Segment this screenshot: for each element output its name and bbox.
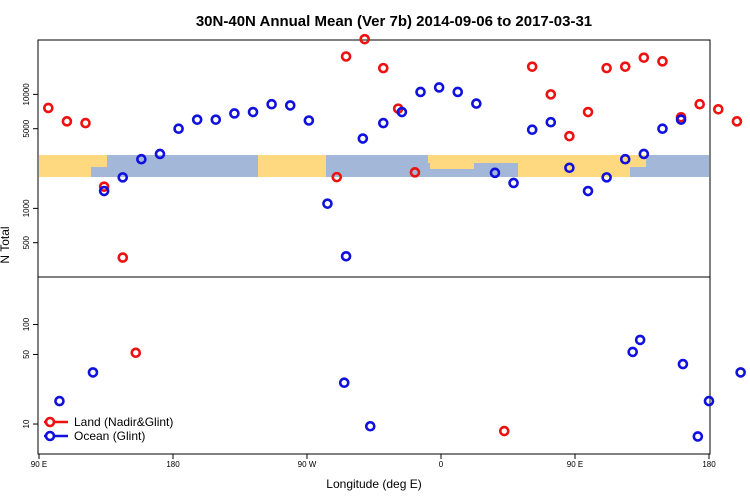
top-ocean-point xyxy=(526,124,538,135)
top-panel-points xyxy=(43,33,743,263)
top-ocean-point xyxy=(154,148,166,160)
top-land-point xyxy=(359,33,370,45)
chart-title: 30N-40N Annual Mean (Ver 7b) 2014-09-06 … xyxy=(196,13,592,30)
top-land-point xyxy=(80,117,91,129)
x-tick-label: 180 xyxy=(166,460,180,469)
land-band-mediterranean xyxy=(430,163,474,169)
bottom-ocean-point xyxy=(627,346,638,358)
bottom-ocean-point xyxy=(677,358,689,370)
top-y-tick-label: 1000 xyxy=(22,199,31,217)
top-ocean-point xyxy=(452,86,464,98)
legend-ocean-marker xyxy=(44,430,56,442)
top-ocean-point xyxy=(489,167,501,179)
land-band-north-america xyxy=(258,155,326,177)
legend-ocean-label: Ocean (Glint) xyxy=(74,429,145,443)
bottom-ocean-point xyxy=(364,420,376,432)
top-ocean-point xyxy=(378,117,389,129)
top-ocean-point xyxy=(117,172,129,183)
x-tick-label: 90 W xyxy=(298,460,317,469)
top-ocean-point xyxy=(357,133,369,144)
top-land-point xyxy=(619,61,631,72)
top-y-tick-label: 10000 xyxy=(22,83,31,106)
top-ocean-point xyxy=(638,148,650,160)
x-tick-label: 90 E xyxy=(31,460,47,469)
top-ocean-point xyxy=(675,114,687,125)
top-land-point xyxy=(638,52,650,63)
bottom-land-point xyxy=(130,347,142,359)
top-land-point xyxy=(331,171,343,183)
top-land-point xyxy=(731,116,743,127)
top-ocean-point xyxy=(191,114,203,125)
top-ocean-point xyxy=(508,177,519,189)
top-land-point xyxy=(657,56,668,67)
top-ocean-point xyxy=(210,114,222,125)
bottom-y-tick-label: 50 xyxy=(22,349,31,358)
top-land-point xyxy=(117,252,129,263)
bottom-ocean-point xyxy=(338,377,350,389)
bottom-ocean-point xyxy=(634,334,646,346)
bottom-y-axis: 10 50 100 xyxy=(22,317,38,428)
bottom-panel-frame xyxy=(37,276,711,455)
top-land-point xyxy=(378,62,389,74)
top-land-point xyxy=(526,61,538,72)
top-land-point xyxy=(601,62,612,74)
top-land-point xyxy=(61,116,73,127)
top-land-point xyxy=(713,103,724,115)
top-ocean-point xyxy=(415,86,426,98)
bottom-ocean-point xyxy=(703,395,715,407)
top-land-point xyxy=(98,181,110,192)
top-ocean-point xyxy=(229,108,240,119)
bottom-y-tick-label: 10 xyxy=(22,419,31,428)
top-land-point xyxy=(409,167,421,178)
top-land-point xyxy=(694,98,705,110)
bottom-ocean-point xyxy=(87,367,99,378)
top-ocean-point xyxy=(601,172,612,183)
top-ocean-point xyxy=(136,153,147,165)
bottom-y-tick-label: 100 xyxy=(22,317,31,331)
top-ocean-point xyxy=(545,116,557,128)
bottom-ocean-point xyxy=(735,367,746,378)
top-ocean-point xyxy=(396,106,408,118)
legend-land-marker xyxy=(44,416,56,428)
top-ocean-point xyxy=(266,98,277,110)
top-ocean-point xyxy=(657,123,668,134)
bottom-ocean-point xyxy=(54,395,65,407)
top-land-point xyxy=(545,89,557,100)
y-axis-label: N Total xyxy=(0,226,12,263)
top-land-point xyxy=(340,51,352,62)
bottom-land-point xyxy=(498,425,510,437)
top-y-tick-label: 500 xyxy=(22,235,31,249)
top-ocean-point xyxy=(619,153,631,165)
top-y-tick-label: 5000 xyxy=(22,119,31,137)
x-tick-label: 90 E xyxy=(567,460,583,469)
bottom-panel-points xyxy=(54,334,746,442)
bottom-ocean-point xyxy=(692,431,704,442)
x-axis: 90 E 180 90 W 0 90 E 180 xyxy=(31,454,716,469)
land-band-asia xyxy=(39,155,91,177)
land-band-africa xyxy=(428,155,518,163)
top-ocean-point xyxy=(98,185,110,197)
legend-land-label: Land (Nadir&Glint) xyxy=(74,415,173,429)
top-ocean-point xyxy=(303,115,315,126)
top-ocean-point xyxy=(340,250,352,262)
land-band-asia-coast xyxy=(91,155,107,167)
top-land-point xyxy=(43,102,54,114)
legend: Land (Nadir&Glint)Ocean (Glint) xyxy=(44,415,173,443)
top-ocean-point xyxy=(471,98,482,109)
top-ocean-point xyxy=(284,100,296,111)
top-y-axis: 500 1000 5000 10000 xyxy=(22,83,38,249)
top-land-point xyxy=(564,130,575,142)
x-tick-label: 0 xyxy=(439,460,444,469)
top-land-point xyxy=(582,106,594,118)
top-ocean-point xyxy=(173,123,184,134)
top-ocean-point xyxy=(582,185,594,197)
top-ocean-point xyxy=(433,82,445,93)
x-tick-label: 180 xyxy=(702,460,716,469)
top-ocean-point xyxy=(322,198,333,209)
x-axis-label: Longitude (deg E) xyxy=(326,477,421,491)
top-ocean-point xyxy=(564,162,575,174)
top-ocean-point xyxy=(247,106,259,118)
